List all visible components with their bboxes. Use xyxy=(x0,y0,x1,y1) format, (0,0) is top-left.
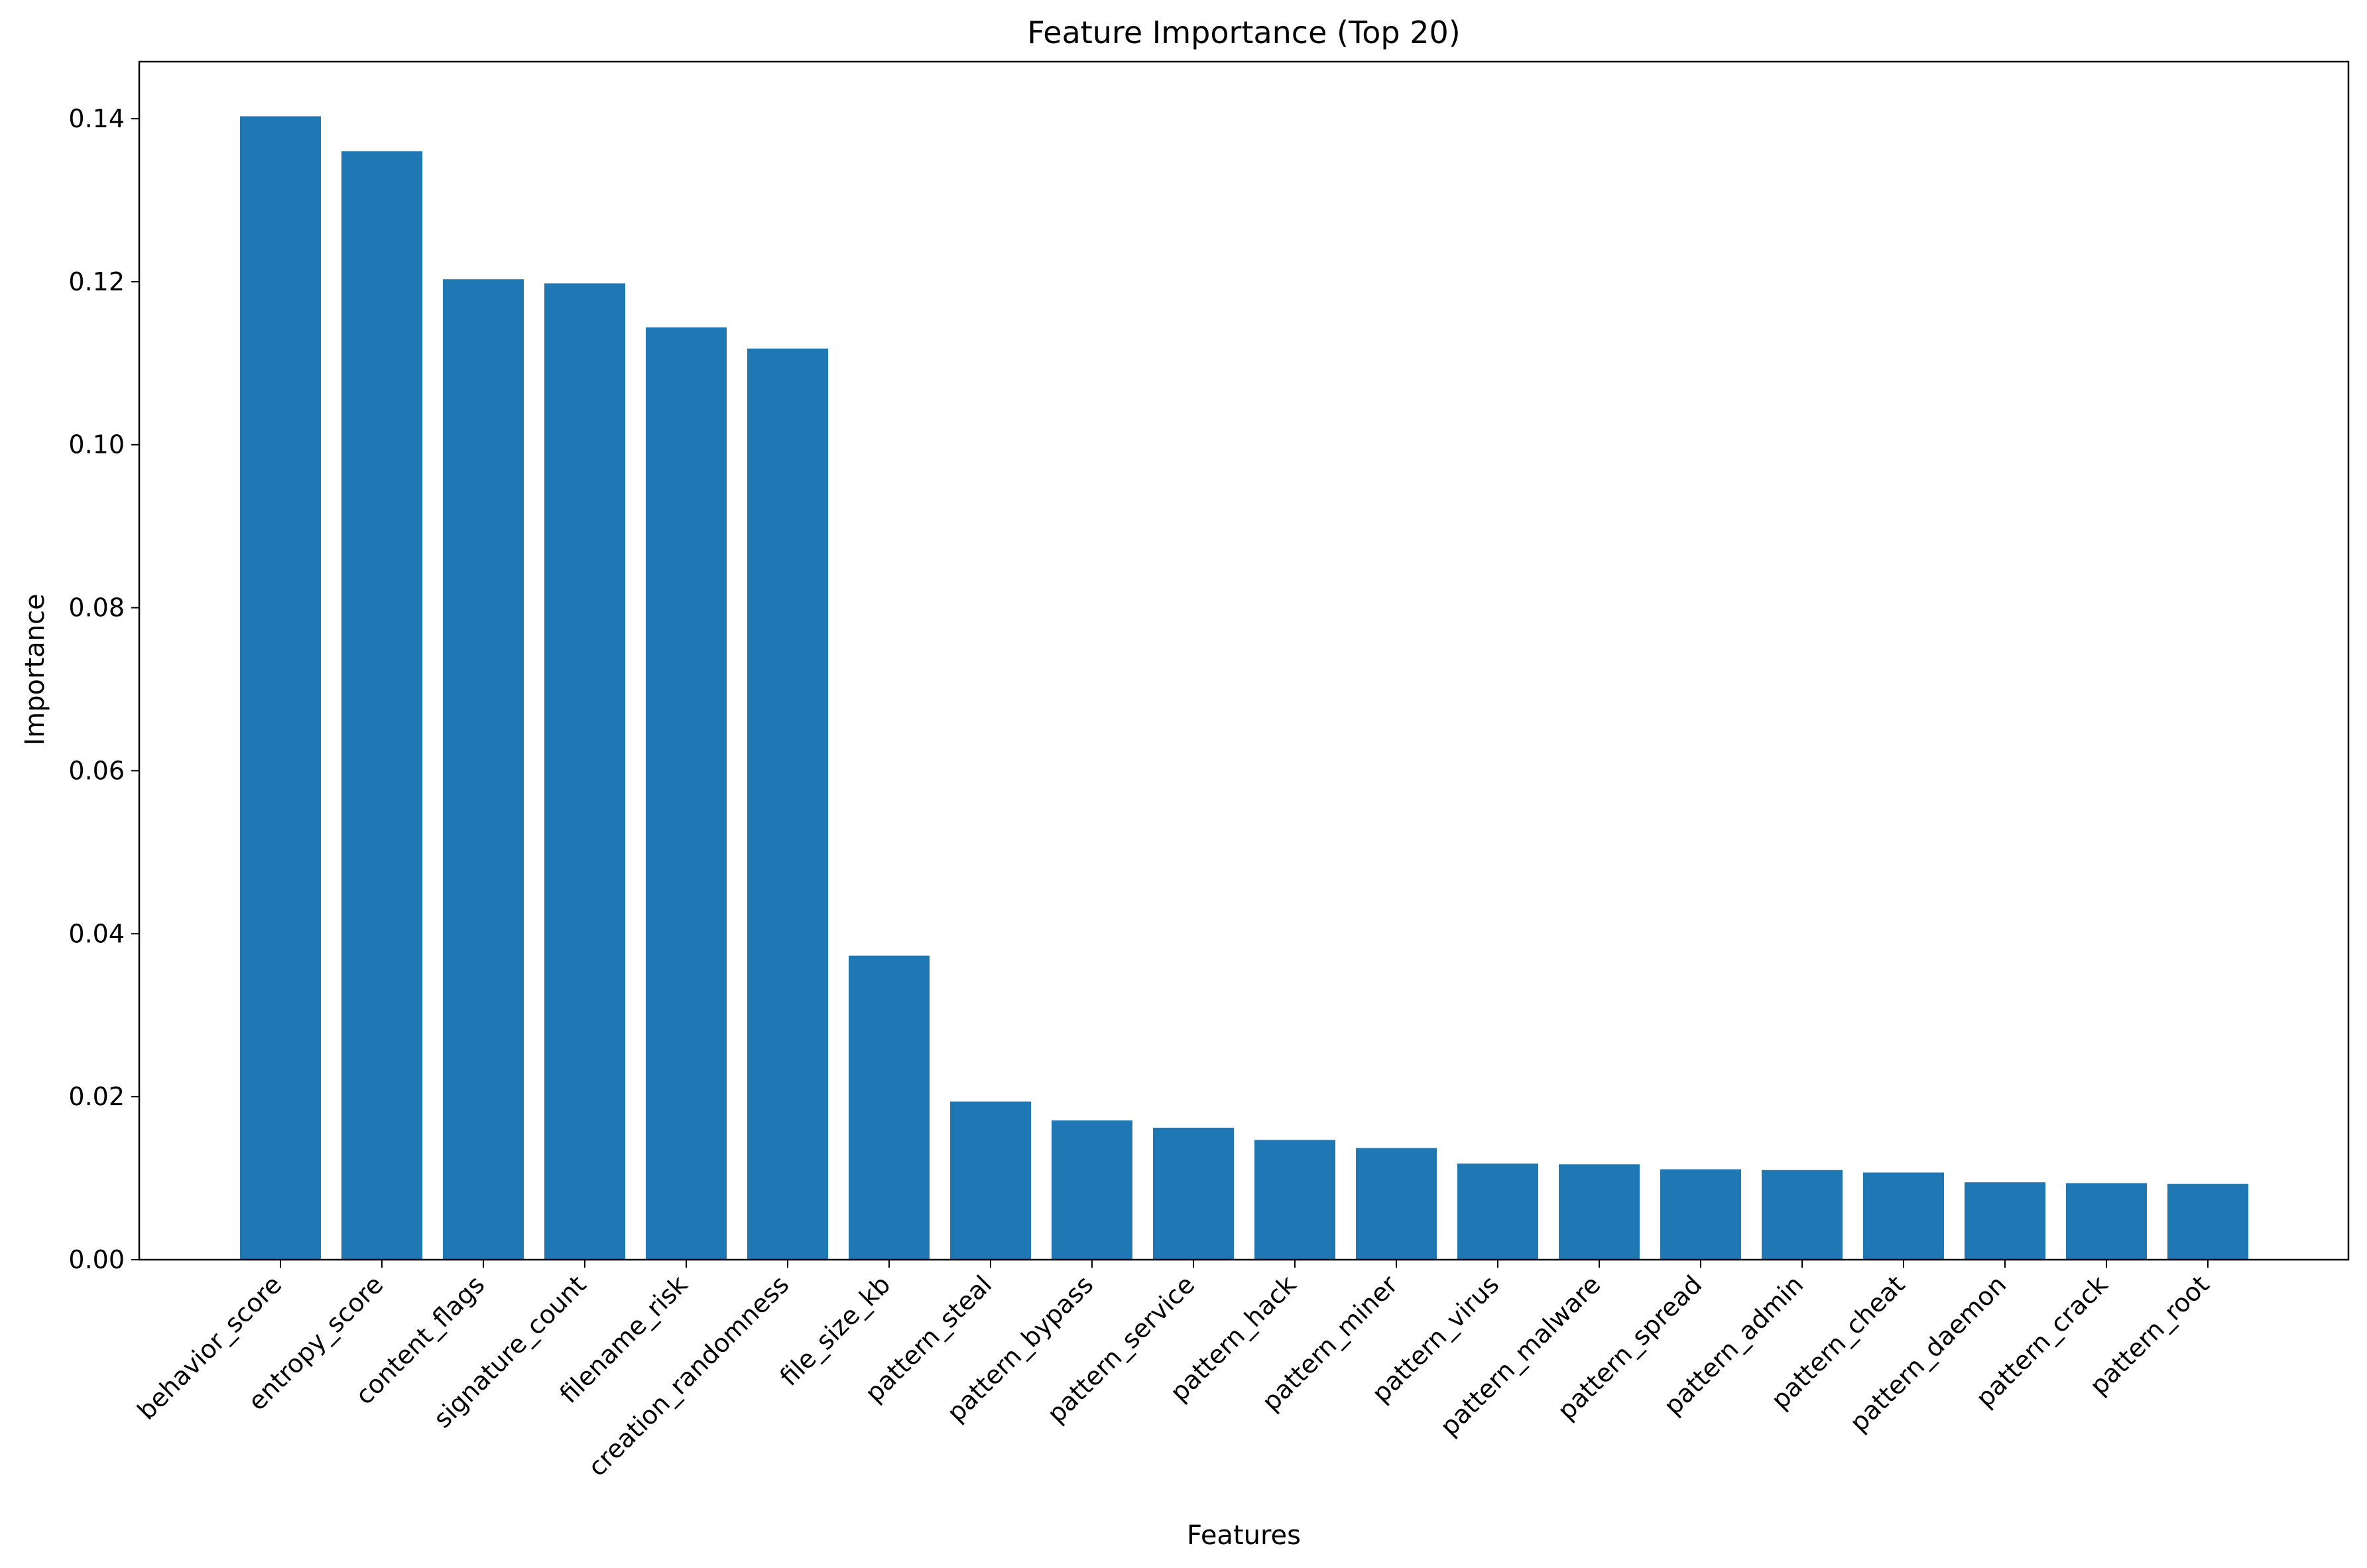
bar xyxy=(1559,1164,1640,1260)
bar xyxy=(1356,1148,1437,1260)
bar xyxy=(1965,1182,2045,1260)
bar xyxy=(747,348,828,1260)
y-ticks-group: 0.00 0.02 0.04 0.06 0.08 0.10 0.12 0.14 xyxy=(68,104,139,1274)
bar xyxy=(1153,1127,1234,1260)
bar xyxy=(950,1101,1031,1260)
bar xyxy=(240,116,321,1260)
y-axis-label: Importance xyxy=(20,593,50,745)
bar xyxy=(443,279,524,1260)
bar xyxy=(341,151,422,1260)
bar xyxy=(1863,1172,1944,1260)
bar xyxy=(2066,1183,2147,1260)
bar xyxy=(646,327,727,1260)
y-tick-label: 0.02 xyxy=(68,1082,125,1111)
bar xyxy=(2167,1183,2248,1260)
bar xyxy=(1254,1140,1335,1260)
bar xyxy=(1457,1163,1538,1260)
plot-frame xyxy=(138,60,2350,1261)
bar xyxy=(849,955,930,1260)
x-axis-label: Features xyxy=(1187,1520,1301,1551)
bar xyxy=(1762,1170,1843,1260)
bar xyxy=(544,283,625,1260)
y-tick-label: 0.06 xyxy=(68,756,125,785)
bar xyxy=(1052,1120,1132,1260)
y-tick-label: 0.10 xyxy=(68,430,125,459)
bars-group xyxy=(240,116,2248,1260)
y-tick-label: 0.12 xyxy=(68,267,125,296)
chart-title: Feature Importance (Top 20) xyxy=(1027,15,1460,50)
y-tick-label: 0.14 xyxy=(68,104,125,133)
y-tick-label: 0.08 xyxy=(68,593,125,623)
y-tick-label: 0.04 xyxy=(68,919,125,948)
y-tick-label: 0.00 xyxy=(68,1245,125,1274)
bar xyxy=(1660,1169,1741,1260)
